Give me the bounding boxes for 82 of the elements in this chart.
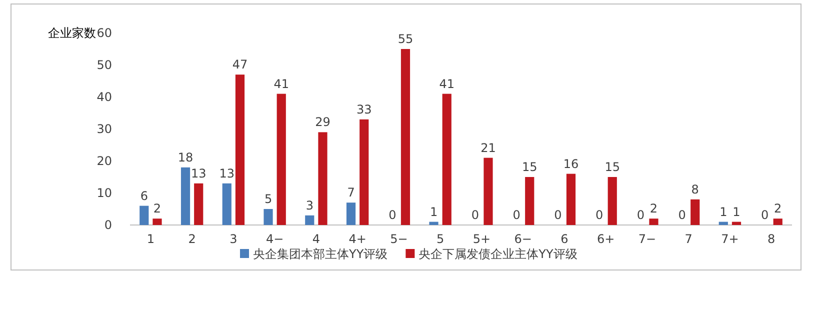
data-label: 13 [219,166,235,180]
x-tick-label: 7− [638,232,656,246]
data-label: 1 [430,204,438,219]
y-tick-label: 30 [96,122,112,136]
x-tick-label: 3 [230,232,238,246]
x-tick-label: 5+ [472,232,491,246]
bar [442,94,452,225]
x-tick-label: 8 [767,232,776,246]
x-tick-label: 4− [266,232,284,246]
y-tick-label: 50 [96,58,112,72]
bar [690,199,700,225]
data-label: 0 [636,208,644,222]
data-label: 41 [274,76,290,91]
bar [608,177,617,225]
data-label: 0 [388,208,396,222]
bar [235,74,245,225]
bar [276,94,286,225]
data-label: 3 [306,198,314,212]
data-label: 2 [774,202,782,216]
data-label: 15 [604,160,620,174]
y-tick-label: 60 [96,26,112,40]
x-tick-label: 6 [560,232,568,246]
legend-label: 央企集团本部主体YY评级 [253,247,388,261]
data-label: 16 [563,156,579,171]
data-label: 1 [732,204,740,219]
x-tick-label: 7 [684,232,692,246]
bar [264,209,273,225]
data-label: 6 [140,188,148,203]
x-tick-label: 1 [146,232,155,246]
data-label: 47 [232,58,248,72]
bar [649,218,658,225]
data-label: 0 [512,208,520,222]
data-label: 2 [650,202,658,216]
bar [305,215,314,225]
data-label: 0 [554,208,562,222]
data-label: 0 [471,208,479,222]
x-tick-label: 7+ [721,232,739,246]
bar [566,174,576,225]
bar [140,206,149,225]
x-tick-label: 4+ [348,232,366,246]
x-tick-label: 4 [312,232,320,246]
bar [429,222,438,225]
data-label: 55 [398,32,414,46]
bar [152,218,162,225]
data-label: 15 [522,160,538,174]
x-tick-label: 6+ [596,232,615,246]
bar [222,183,232,225]
bar [180,167,190,225]
x-tick-label: 5 [436,232,444,246]
data-label: 18 [178,150,194,164]
data-label: 33 [356,102,372,116]
x-tick-label: 5− [390,232,408,246]
data-label: 29 [315,115,330,130]
bar [718,222,728,225]
bar [525,177,534,225]
data-label: 41 [439,76,455,91]
legend-label: 央企下属发债企业主体YY评级 [418,247,578,261]
y-tick-label: 40 [96,90,112,104]
data-label: 5 [264,192,272,206]
y-axis-title: 企业家数 [48,26,96,40]
data-label: 2 [153,202,162,216]
bar [773,218,782,225]
x-tick-label: 6− [514,232,532,246]
data-label: 7 [347,186,355,200]
data-label: 0 [595,208,604,222]
data-label: 8 [691,182,699,196]
data-label: 1 [720,204,728,219]
y-tick-label: 20 [96,154,112,168]
data-label: 0 [678,208,686,222]
y-tick-label: 10 [96,186,112,200]
bar [194,183,204,225]
data-label: 0 [760,208,769,222]
bar [400,49,410,225]
bar [346,202,356,225]
bar [732,222,742,225]
y-tick-label: 0 [104,218,112,232]
x-tick-label: 2 [188,232,196,246]
data-label: 13 [190,166,206,180]
bar [360,119,369,225]
data-label: 21 [480,140,496,155]
bar [484,158,493,225]
bar [318,132,328,225]
